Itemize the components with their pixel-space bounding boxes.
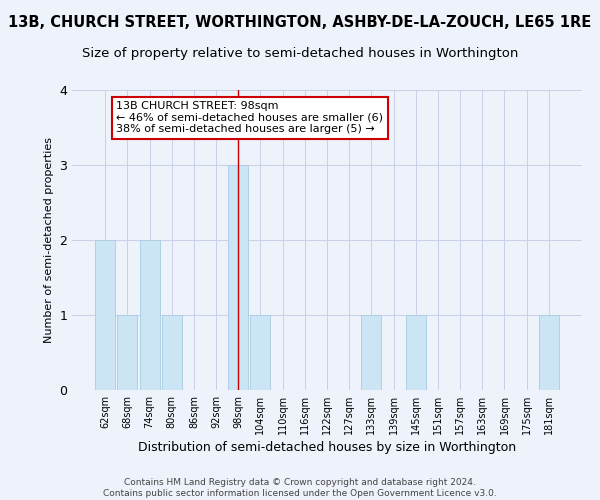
- X-axis label: Distribution of semi-detached houses by size in Worthington: Distribution of semi-detached houses by …: [138, 441, 516, 454]
- Text: 13B, CHURCH STREET, WORTHINGTON, ASHBY-DE-LA-ZOUCH, LE65 1RE: 13B, CHURCH STREET, WORTHINGTON, ASHBY-D…: [8, 15, 592, 30]
- Bar: [95, 240, 115, 390]
- Bar: [250, 315, 271, 390]
- Bar: [361, 315, 382, 390]
- Y-axis label: Number of semi-detached properties: Number of semi-detached properties: [44, 137, 53, 343]
- Bar: [228, 165, 248, 390]
- Bar: [406, 315, 426, 390]
- Text: 13B CHURCH STREET: 98sqm
← 46% of semi-detached houses are smaller (6)
38% of se: 13B CHURCH STREET: 98sqm ← 46% of semi-d…: [116, 101, 383, 134]
- Bar: [539, 315, 559, 390]
- Bar: [140, 240, 160, 390]
- Bar: [118, 315, 137, 390]
- Text: Contains HM Land Registry data © Crown copyright and database right 2024.
Contai: Contains HM Land Registry data © Crown c…: [103, 478, 497, 498]
- Text: Size of property relative to semi-detached houses in Worthington: Size of property relative to semi-detach…: [82, 48, 518, 60]
- Bar: [162, 315, 182, 390]
